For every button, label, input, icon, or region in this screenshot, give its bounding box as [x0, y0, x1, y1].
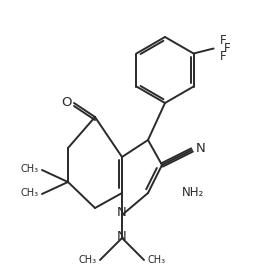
Text: NH₂: NH₂	[182, 186, 204, 199]
Text: F: F	[220, 50, 227, 63]
Text: O: O	[62, 96, 72, 109]
Text: CH₃: CH₃	[147, 255, 165, 265]
Text: N: N	[117, 231, 127, 244]
Text: N: N	[196, 143, 206, 156]
Text: CH₃: CH₃	[21, 164, 39, 174]
Text: N: N	[117, 207, 127, 220]
Text: F: F	[224, 42, 231, 55]
Text: F: F	[220, 34, 227, 47]
Text: CH₃: CH₃	[21, 188, 39, 198]
Text: CH₃: CH₃	[79, 255, 97, 265]
